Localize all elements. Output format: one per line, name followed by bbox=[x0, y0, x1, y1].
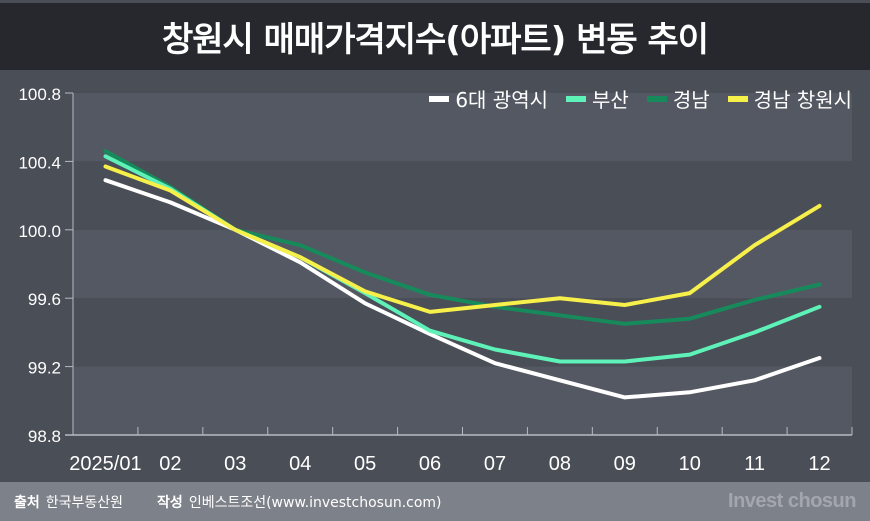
x-tick-label: 11 bbox=[744, 453, 765, 475]
y-tick-label: 98.8 bbox=[28, 427, 61, 446]
legend-item: 부산 bbox=[566, 84, 629, 113]
legend-swatch bbox=[727, 95, 748, 102]
legend-swatch bbox=[646, 95, 667, 102]
x-tick-label: 04 bbox=[289, 453, 311, 475]
y-tick-label: 100.4 bbox=[18, 153, 61, 172]
x-tick-label: 09 bbox=[614, 453, 636, 475]
legend-item: 경남 bbox=[646, 84, 710, 113]
brand-logo: Invest chosun bbox=[728, 490, 856, 512]
title-bar: 창원시 매매가격지수(아파트) 변동 추이 bbox=[0, 3, 870, 70]
x-tick-label: 06 bbox=[419, 453, 441, 475]
x-tick-label: 03 bbox=[224, 453, 246, 475]
author: 인베스트조선(www.investchosun.com) bbox=[188, 494, 442, 511]
footer: 출처 한국부동산원 작성 인베스트조선(www.investchosun.com… bbox=[0, 482, 870, 521]
legend-item: 6대 광역시 bbox=[429, 84, 548, 113]
y-tick-label: 100.0 bbox=[18, 222, 61, 241]
grid-band bbox=[73, 161, 852, 230]
x-tick-label: 10 bbox=[679, 453, 701, 475]
legend-label: 경남 bbox=[672, 88, 710, 112]
grid-band bbox=[73, 229, 852, 299]
legend: 6대 광역시 부산 경남 경남 창원시 bbox=[429, 84, 852, 113]
x-tick-label: 02 bbox=[159, 453, 181, 475]
grid-band bbox=[73, 93, 852, 162]
source-label: 출처 bbox=[14, 494, 40, 511]
y-tick-label: 100.8 bbox=[18, 85, 61, 104]
legend-swatch bbox=[429, 95, 450, 102]
legend-label: 6대 광역시 bbox=[455, 88, 549, 112]
y-tick-label: 99.6 bbox=[28, 290, 61, 309]
y-tick-label: 99.2 bbox=[28, 359, 61, 378]
source: 한국부동산원 bbox=[45, 494, 124, 511]
chart-title: 창원시 매매가격지수(아파트) 변동 추이 bbox=[161, 20, 709, 60]
series-line-3 bbox=[103, 164, 822, 314]
legend-swatch bbox=[566, 95, 587, 102]
x-tick-label: 12 bbox=[808, 453, 830, 475]
legend-item: 경남 창원시 bbox=[727, 84, 852, 113]
x-tick-label: 08 bbox=[549, 453, 571, 475]
legend-label: 경남 창원시 bbox=[753, 88, 852, 112]
x-tick-label: 2025/01 bbox=[69, 453, 141, 475]
x-tick-label: 07 bbox=[484, 453, 506, 475]
x-tick-label: 05 bbox=[354, 453, 376, 475]
author-label: 작성 bbox=[157, 494, 183, 511]
legend-label: 부산 bbox=[592, 88, 629, 112]
grid-band bbox=[73, 366, 852, 435]
